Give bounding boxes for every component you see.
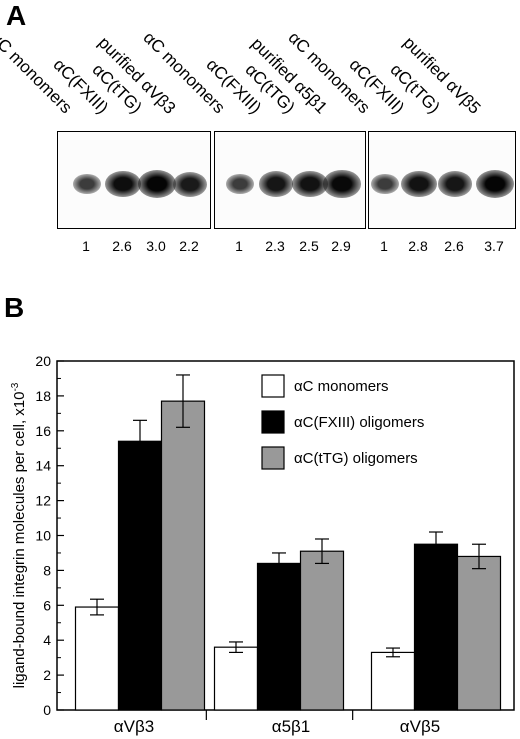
legend-label: αC(FXIII) oligomers — [294, 414, 424, 431]
y-axis-title-exponent: -3 — [10, 382, 21, 391]
bar — [413, 543, 459, 711]
blot-band — [437, 171, 473, 197]
blot-band — [258, 171, 294, 197]
blot-band — [371, 173, 399, 195]
blot-band — [104, 170, 142, 198]
x-category-label: α5β1 — [272, 717, 311, 736]
y-tick-label: 0 — [43, 702, 51, 718]
y-tick-label: 6 — [43, 597, 51, 613]
y-tick-label: 18 — [35, 388, 51, 404]
bar — [74, 606, 120, 711]
bar — [213, 646, 259, 711]
bar — [299, 550, 345, 711]
legend-label: αC monomers — [294, 378, 389, 395]
blot-quantification: 3.0 — [146, 238, 166, 254]
panel-a-letter: A — [6, 0, 27, 31]
y-tick-label: 10 — [35, 528, 51, 544]
bar — [117, 440, 163, 711]
legend-swatch — [261, 374, 285, 398]
blot-band — [401, 170, 437, 198]
blot-quantification: 1 — [235, 238, 243, 254]
blot-quantification: 2.5 — [299, 238, 319, 254]
blot-quantification: 2.9 — [331, 238, 351, 254]
panel-b-letter: B — [4, 292, 25, 323]
bar — [160, 400, 206, 711]
blot-band — [173, 171, 207, 197]
blot-quantification: 3.7 — [484, 238, 504, 254]
y-tick-label: 14 — [35, 458, 51, 474]
blot-band — [323, 170, 361, 198]
legend-label: αC(tTG) oligomers — [294, 450, 418, 467]
blot-band — [292, 170, 328, 198]
blot-panel-3 — [368, 131, 516, 229]
bar — [256, 562, 302, 711]
blot-panel-2 — [214, 131, 366, 229]
blot-quantification: 2.6 — [444, 238, 464, 254]
blot-quantification: 2.3 — [265, 238, 285, 254]
x-category-label: αVβ5 — [400, 717, 440, 736]
blot-panel-1 — [57, 131, 211, 229]
y-tick-label: 2 — [43, 667, 51, 683]
blot-quantification: 1 — [82, 238, 90, 254]
blot-band — [138, 170, 176, 198]
y-tick-label: 16 — [35, 423, 51, 439]
blot-quantification: 2.2 — [179, 238, 199, 254]
y-tick-label: 20 — [35, 353, 51, 369]
blot-quantification: 2.8 — [408, 238, 428, 254]
blot-band — [226, 173, 254, 195]
y-tick-label: 4 — [43, 632, 51, 648]
y-tick-label: 8 — [43, 562, 51, 578]
blot-quantification: 2.6 — [112, 238, 132, 254]
bar — [370, 651, 416, 711]
blot-band — [476, 170, 514, 198]
legend-swatch — [261, 446, 285, 470]
y-tick-label: 12 — [35, 493, 51, 509]
bar — [456, 555, 502, 711]
legend-swatch — [261, 410, 285, 434]
blot-quantification: 1 — [380, 238, 388, 254]
x-category-label: αVβ3 — [114, 717, 154, 736]
y-axis-title: ligand-bound integrin molecules per cell… — [10, 382, 28, 688]
blot-band — [73, 173, 101, 195]
